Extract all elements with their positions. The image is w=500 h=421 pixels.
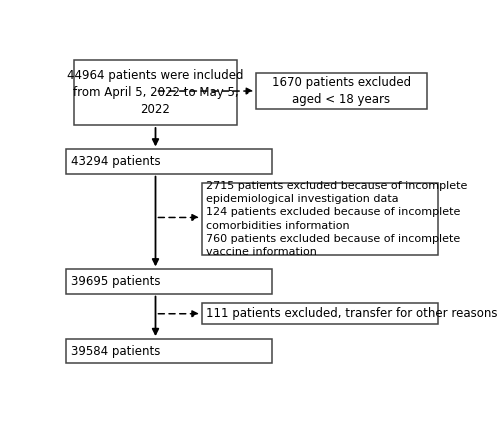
FancyBboxPatch shape: [66, 269, 272, 294]
Text: 44964 patients were included
from April 5, 2022 to May 5,
2022: 44964 patients were included from April …: [67, 69, 244, 116]
Text: 2715 patients excluded because of incomplete
epidemiological investigation data
: 2715 patients excluded because of incomp…: [206, 181, 467, 257]
FancyBboxPatch shape: [202, 184, 438, 255]
Text: 39695 patients: 39695 patients: [71, 275, 160, 288]
Text: 43294 patients: 43294 patients: [71, 155, 160, 168]
FancyBboxPatch shape: [74, 60, 237, 125]
FancyBboxPatch shape: [66, 149, 272, 174]
Text: 39584 patients: 39584 patients: [71, 345, 160, 358]
FancyBboxPatch shape: [66, 339, 272, 363]
Text: 1670 patients excluded
aged < 18 years: 1670 patients excluded aged < 18 years: [272, 76, 411, 106]
Text: 111 patients excluded, transfer for other reasons: 111 patients excluded, transfer for othe…: [206, 307, 498, 320]
FancyBboxPatch shape: [256, 73, 427, 109]
FancyBboxPatch shape: [202, 304, 438, 325]
